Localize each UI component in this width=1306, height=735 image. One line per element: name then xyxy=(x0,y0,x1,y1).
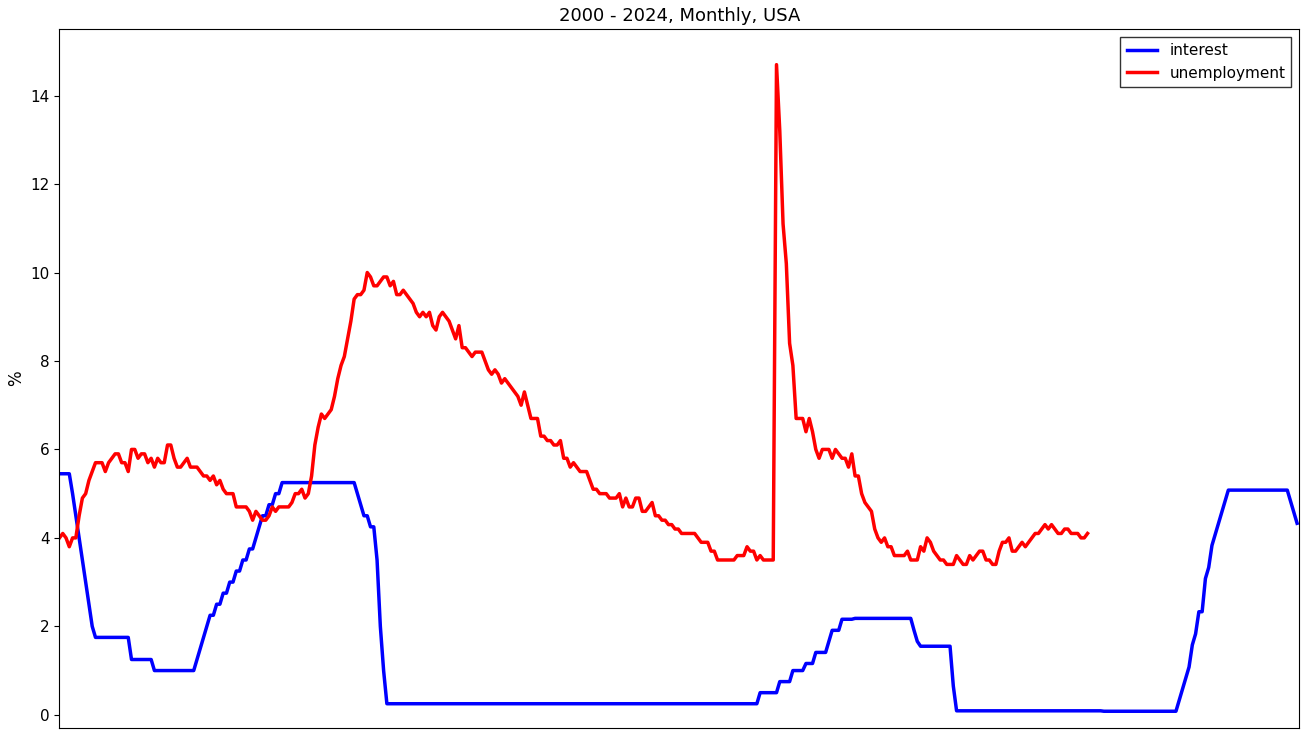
interest xyxy=(1096,707,1111,716)
unemployment xyxy=(769,60,785,69)
unemployment xyxy=(939,560,955,569)
Legend: interest, unemployment: interest, unemployment xyxy=(1121,37,1292,87)
interest xyxy=(383,699,398,708)
unemployment xyxy=(78,490,94,498)
interest xyxy=(1289,519,1305,528)
unemployment xyxy=(739,542,755,551)
unemployment xyxy=(52,534,68,542)
interest xyxy=(52,470,68,478)
unemployment xyxy=(1041,525,1057,534)
interest xyxy=(955,706,970,715)
unemployment xyxy=(615,503,631,512)
interest xyxy=(1198,574,1213,583)
interest xyxy=(104,633,120,642)
Title: 2000 - 2024, Monthly, USA: 2000 - 2024, Monthly, USA xyxy=(559,7,801,25)
unemployment xyxy=(746,547,761,556)
Line: interest: interest xyxy=(60,474,1297,711)
unemployment xyxy=(680,529,696,538)
interest xyxy=(605,699,620,708)
Line: unemployment: unemployment xyxy=(60,65,1088,564)
Y-axis label: %: % xyxy=(7,371,25,387)
unemployment xyxy=(1080,529,1096,538)
interest xyxy=(909,637,925,646)
